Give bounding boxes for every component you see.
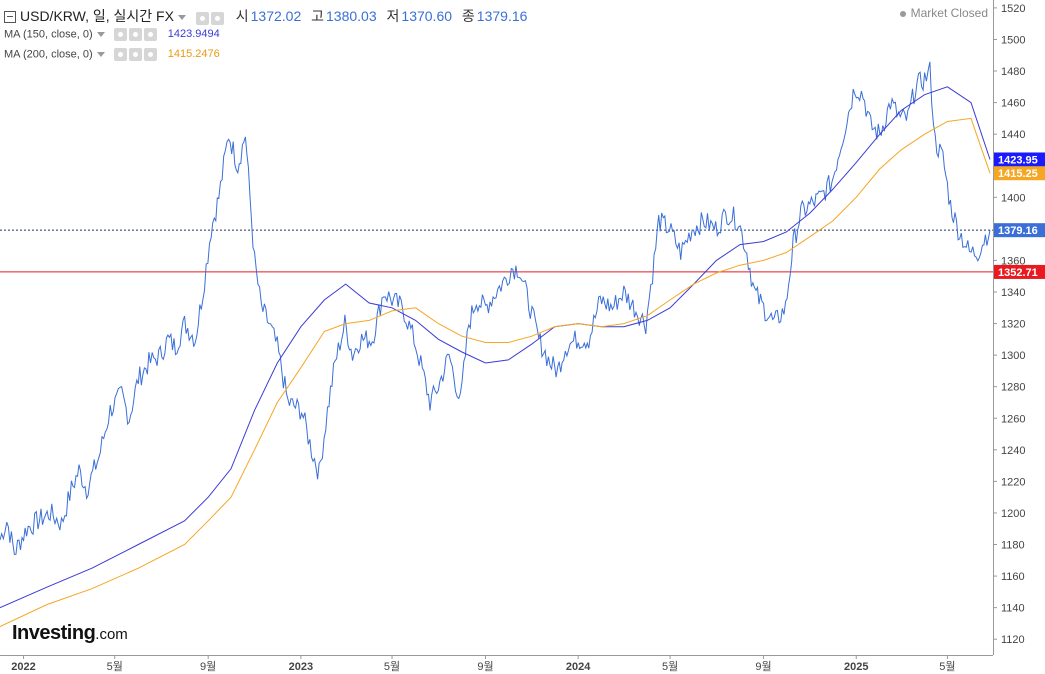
- gear-icon[interactable]: [128, 48, 142, 61]
- price-label-box: [994, 152, 1045, 167]
- x-tick-label: 2024: [566, 661, 591, 673]
- collapse-icon[interactable]: [4, 11, 16, 24]
- x-tick-label: 5월: [384, 660, 400, 673]
- series-lines: [0, 61, 991, 628]
- price-labels: 1379.16 1352.71 1423.95 1415.25: [994, 152, 1045, 279]
- price-label-box: [994, 264, 1045, 279]
- x-tick-label: 5월: [662, 660, 678, 673]
- y-tick-label: 1520: [1001, 3, 1025, 15]
- y-tick-label: 1160: [1001, 571, 1025, 583]
- chevron-down-icon[interactable]: [177, 14, 186, 20]
- y-tick-label: 1140: [1001, 603, 1025, 615]
- x-tick-label: 9월: [477, 660, 493, 673]
- x-tick-label: 5월: [939, 660, 955, 673]
- indicator-label[interactable]: MA (150, close, 0): [4, 28, 93, 41]
- y-tick-label: 1460: [1001, 98, 1025, 110]
- close-value: 1379.16: [476, 8, 528, 24]
- eye-icon[interactable]: [195, 12, 209, 26]
- high-label: 고: [311, 8, 325, 24]
- x-tick-label: 5월: [107, 660, 123, 673]
- indicator-label[interactable]: MA (200, close, 0): [4, 48, 93, 61]
- y-tick-label: 1200: [1001, 508, 1025, 520]
- open-value: 1372.02: [250, 8, 302, 24]
- open-label: 시: [235, 8, 249, 24]
- price-label: 1352.71: [998, 267, 1038, 279]
- x-tick-label: 2025: [844, 661, 868, 673]
- investing-logo: Investing.com: [12, 622, 128, 645]
- series-line-1: [0, 86, 991, 609]
- indicator-buttons: [113, 28, 159, 41]
- low-label: 저: [386, 8, 400, 24]
- close-icon[interactable]: [143, 28, 157, 41]
- low-value: 1370.60: [401, 8, 453, 24]
- y-tick-label: 1500: [1001, 34, 1025, 46]
- chevron-down-icon[interactable]: [96, 52, 105, 57]
- y-tick-label: 1260: [1001, 413, 1025, 425]
- y-tick-label: 1300: [1001, 350, 1025, 362]
- high-value: 1380.03: [326, 8, 377, 24]
- y-tick-label: 1180: [1001, 540, 1025, 552]
- x-tick-label: 2023: [289, 661, 313, 673]
- indicator-ma200[interactable]: MA (200, close, 0) 1415.2476: [4, 48, 220, 61]
- series-line-2: [0, 117, 991, 628]
- price-label-box: [994, 223, 1045, 238]
- x-tick-label: 9월: [200, 660, 216, 673]
- x-tick-label: 9월: [755, 660, 771, 673]
- close-label: 종: [461, 8, 475, 24]
- y-tick-label: 1340: [1001, 287, 1025, 299]
- chevron-down-icon[interactable]: [96, 32, 105, 37]
- y-tick-label: 1360: [1001, 255, 1025, 267]
- y-tick-label: 1240: [1001, 445, 1025, 457]
- price-label: 1423.95: [998, 154, 1038, 166]
- y-tick-label: 1220: [1001, 476, 1025, 488]
- indicator-ma150[interactable]: MA (150, close, 0) 1423.9494: [4, 28, 220, 41]
- y-tick-label: 1280: [1001, 382, 1025, 394]
- symbol-title[interactable]: USD/KRW, 일, 실시간 FX: [20, 8, 174, 24]
- y-tick-label: 1440: [1001, 129, 1025, 141]
- y-tick-label: 1320: [1001, 319, 1025, 331]
- chart-header: USD/KRW, 일, 실시간 FX 시 1372.02 고 1380.03 저 13…: [4, 6, 527, 26]
- indicator-value: 1415.2476: [167, 48, 220, 61]
- close-icon[interactable]: [143, 48, 157, 61]
- y-axis: 1120 1140 1160 1180 1200 1220 1240 1260 1280 1300…: [993, 0, 1025, 655]
- gear-icon[interactable]: [128, 28, 142, 41]
- eye-icon[interactable]: [113, 28, 127, 41]
- y-tick-label: 1120: [1001, 634, 1025, 646]
- header-buttons: [195, 9, 226, 26]
- indicator-buttons: [113, 48, 159, 61]
- x-tick-label: 2022: [11, 661, 35, 673]
- gear-icon[interactable]: [210, 12, 224, 26]
- market-status-text: Market Closed: [910, 6, 988, 20]
- indicator-value: 1423.9494: [167, 28, 220, 41]
- x-axis: 2022 5월 9월 2023 5월 9월 2024 5월 9월 2025 5월: [0, 655, 993, 673]
- y-tick-label: 1480: [1001, 66, 1025, 78]
- series-line-0: [0, 61, 991, 555]
- logo-main: Investing: [12, 622, 96, 644]
- y-tick-label: 1400: [1001, 192, 1025, 204]
- status-dot-icon: [899, 10, 906, 17]
- eye-icon[interactable]: [113, 48, 127, 61]
- logo-suffix: .com: [95, 626, 128, 643]
- price-label: 1379.16: [998, 225, 1038, 237]
- market-status: Market Closed: [899, 6, 988, 20]
- reference-lines: [0, 229, 993, 273]
- price-label: 1415.25: [998, 168, 1038, 180]
- price-label-box: [994, 166, 1045, 181]
